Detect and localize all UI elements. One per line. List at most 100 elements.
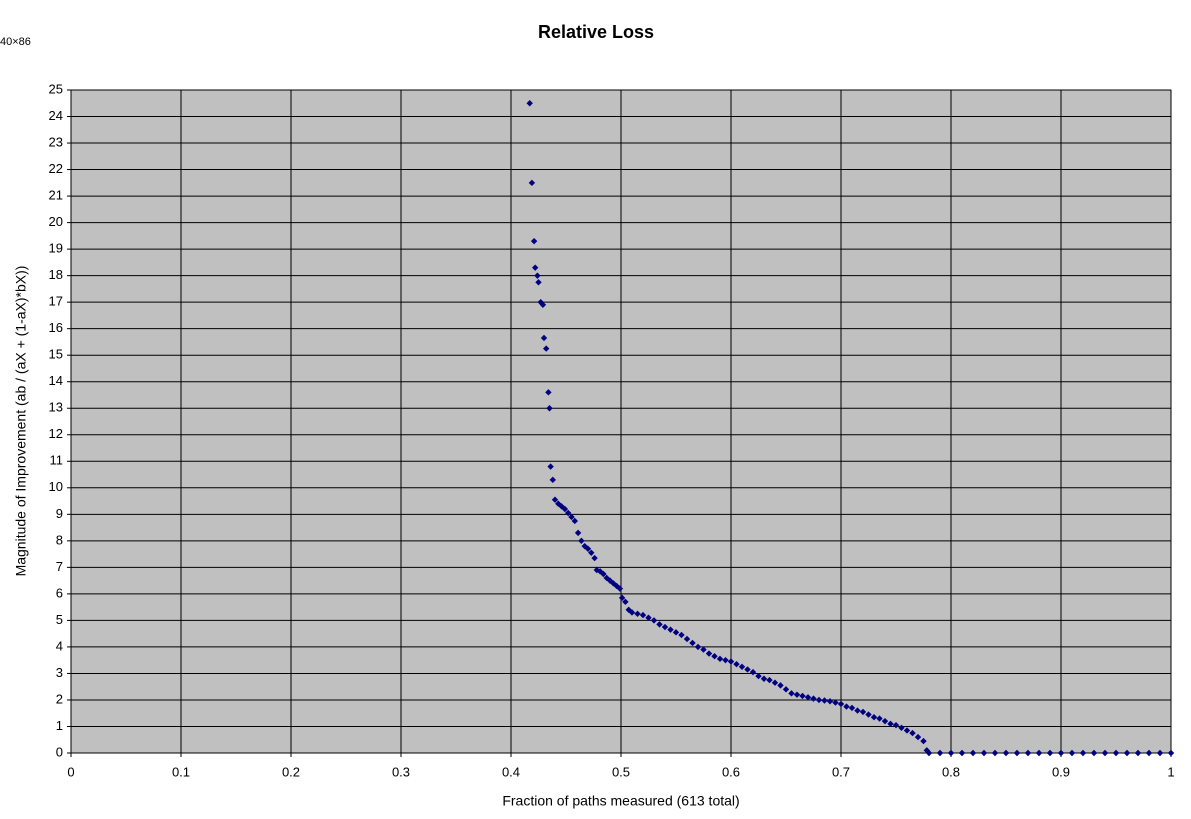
point: [545, 389, 552, 396]
x-tick-label: 0.9: [1052, 764, 1070, 779]
x-tick-label: 0.1: [172, 764, 190, 779]
point: [923, 747, 930, 754]
point: [683, 635, 691, 643]
point: [870, 713, 878, 721]
point: [532, 264, 539, 271]
point: [991, 749, 999, 757]
point: [561, 505, 569, 513]
y-tick-label: 2: [56, 691, 63, 706]
point: [1057, 749, 1065, 757]
point: [584, 545, 592, 552]
point: [645, 614, 652, 621]
point: [1090, 749, 1098, 757]
chart-title: Relative Loss: [538, 22, 654, 42]
y-tick-label: 23: [49, 134, 63, 149]
point: [667, 626, 674, 633]
point: [610, 580, 617, 587]
point: [766, 676, 773, 684]
point: [705, 650, 713, 657]
y-tick-label: 18: [49, 267, 63, 282]
point: [661, 623, 669, 631]
point: [914, 733, 922, 741]
point: [920, 737, 927, 745]
x-tick-label: 0.4: [502, 764, 520, 779]
point: [616, 585, 624, 592]
y-tick-label: 1: [56, 718, 63, 733]
y-tick-label: 20: [49, 214, 63, 229]
point: [777, 682, 784, 689]
point: [843, 703, 850, 710]
point: [551, 496, 559, 503]
point: [622, 598, 629, 606]
point: [568, 513, 575, 521]
point: [947, 749, 955, 757]
point: [821, 697, 828, 704]
point: [711, 653, 718, 660]
point: [613, 582, 620, 590]
point: [578, 537, 585, 545]
point: [574, 529, 582, 537]
y-tick-label: 5: [56, 612, 63, 627]
point: [678, 631, 685, 639]
point: [909, 729, 916, 737]
point: [565, 509, 572, 517]
point: [539, 301, 547, 309]
x-tick-label: 0.2: [282, 764, 300, 779]
point: [848, 704, 856, 712]
y-tick-label: 11: [50, 453, 64, 468]
point: [588, 549, 595, 556]
point: [727, 658, 735, 665]
corner-label: 40×86: [0, 36, 31, 48]
x-tick-label: 0.3: [392, 764, 410, 779]
x-tick-label: 0.6: [722, 764, 740, 779]
point: [733, 660, 740, 668]
y-tick-label: 16: [49, 320, 63, 335]
point: [535, 279, 542, 286]
y-tick-label: 14: [49, 373, 63, 388]
point: [958, 749, 966, 757]
y-tick-label: 4: [56, 638, 63, 653]
point: [1145, 749, 1153, 757]
point: [534, 272, 541, 279]
y-tick-label: 8: [56, 532, 63, 547]
point: [936, 749, 944, 757]
point: [672, 629, 680, 636]
point: [650, 617, 658, 624]
point: [540, 334, 548, 342]
point: [537, 298, 544, 306]
y-tick-label: 6: [56, 585, 63, 600]
point: [543, 345, 550, 352]
point: [526, 100, 533, 107]
point: [700, 646, 707, 653]
point: [555, 500, 562, 507]
point: [881, 717, 889, 725]
point: [600, 570, 607, 578]
point: [546, 405, 553, 412]
point: [755, 672, 762, 680]
point: [628, 609, 636, 616]
point: [749, 668, 757, 676]
x-tick-label: 0: [67, 764, 74, 779]
point: [1046, 749, 1054, 757]
x-tick-label: 0.8: [942, 764, 960, 779]
y-tick-label: 9: [56, 506, 63, 521]
point: [1112, 749, 1120, 757]
x-tick-label: 0.7: [832, 764, 850, 779]
y-tick-label: 0: [56, 744, 63, 759]
point: [837, 700, 845, 708]
y-tick-label: 7: [56, 559, 63, 574]
point: [689, 639, 696, 647]
y-tick-label: 15: [49, 347, 63, 362]
point: [716, 655, 724, 663]
y-tick-label: 19: [49, 241, 63, 256]
point: [618, 594, 626, 602]
point: [528, 179, 536, 187]
point: [634, 610, 641, 617]
y-tick-label: 21: [49, 188, 63, 203]
y-tick-label: 12: [49, 426, 63, 441]
y-tick-label: 22: [49, 161, 63, 176]
point: [744, 666, 751, 673]
y-tick-label: 3: [56, 665, 63, 680]
point: [1167, 749, 1175, 757]
